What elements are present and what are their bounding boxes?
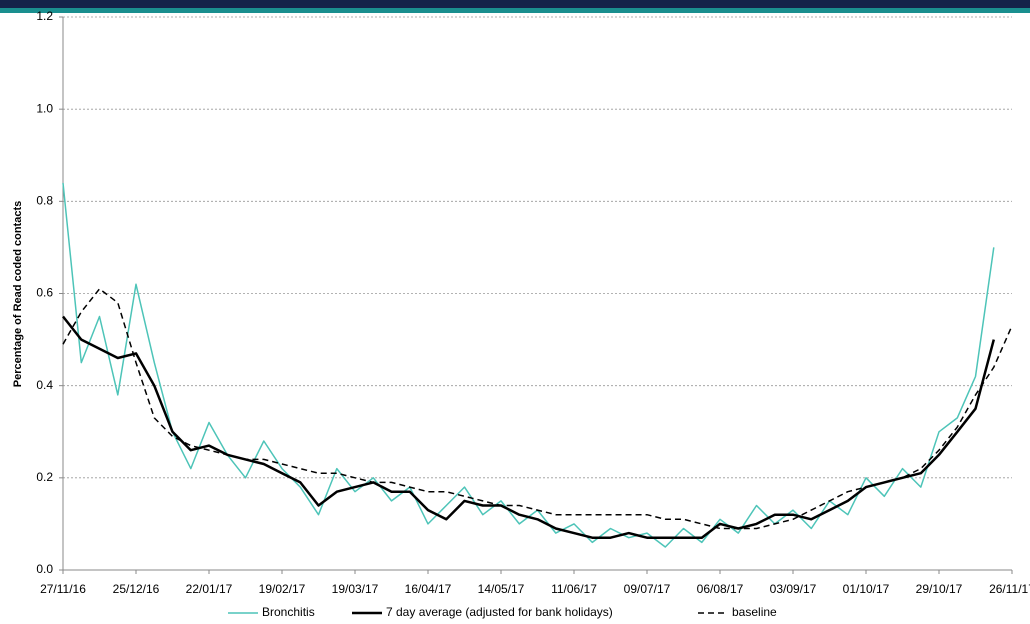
x-tick-label: 29/10/17	[916, 582, 963, 596]
y-tick-label: 1.0	[36, 101, 53, 115]
y-tick-label: 1.2	[36, 9, 53, 23]
legend-label: Bronchitis	[262, 605, 315, 619]
x-tick-label: 11/06/17	[551, 582, 597, 596]
x-tick-label: 26/11/17	[989, 582, 1030, 596]
legend-label: baseline	[732, 605, 777, 619]
x-tick-label: 27/11/16	[40, 582, 86, 596]
header-stripe	[0, 8, 1030, 13]
y-tick-label: 0.0	[36, 562, 53, 576]
x-tick-label: 19/02/17	[259, 582, 306, 596]
x-tick-label: 03/09/17	[770, 582, 817, 596]
series-line	[62, 182, 995, 548]
x-tick-label: 19/03/17	[332, 582, 379, 596]
x-tick-label: 16/04/17	[405, 582, 452, 596]
series-line	[62, 315, 996, 539]
x-tick-label: 01/10/17	[843, 582, 890, 596]
y-tick-label: 0.2	[36, 470, 53, 484]
y-tick-label: 0.8	[36, 194, 53, 208]
legend-label: 7 day average (adjusted for bank holiday…	[386, 605, 613, 619]
x-tick-label: 09/07/17	[624, 582, 671, 596]
x-tick-label: 22/01/17	[186, 582, 233, 596]
header-bar	[0, 0, 1030, 8]
y-tick-label: 0.6	[36, 286, 53, 300]
x-tick-label: 14/05/17	[478, 582, 525, 596]
x-tick-label: 25/12/16	[113, 582, 160, 596]
y-axis-label: Percentage of Read coded contacts	[12, 201, 24, 387]
y-tick-label: 0.4	[36, 378, 53, 392]
series-line	[62, 288, 1013, 530]
x-tick-label: 06/08/17	[697, 582, 744, 596]
